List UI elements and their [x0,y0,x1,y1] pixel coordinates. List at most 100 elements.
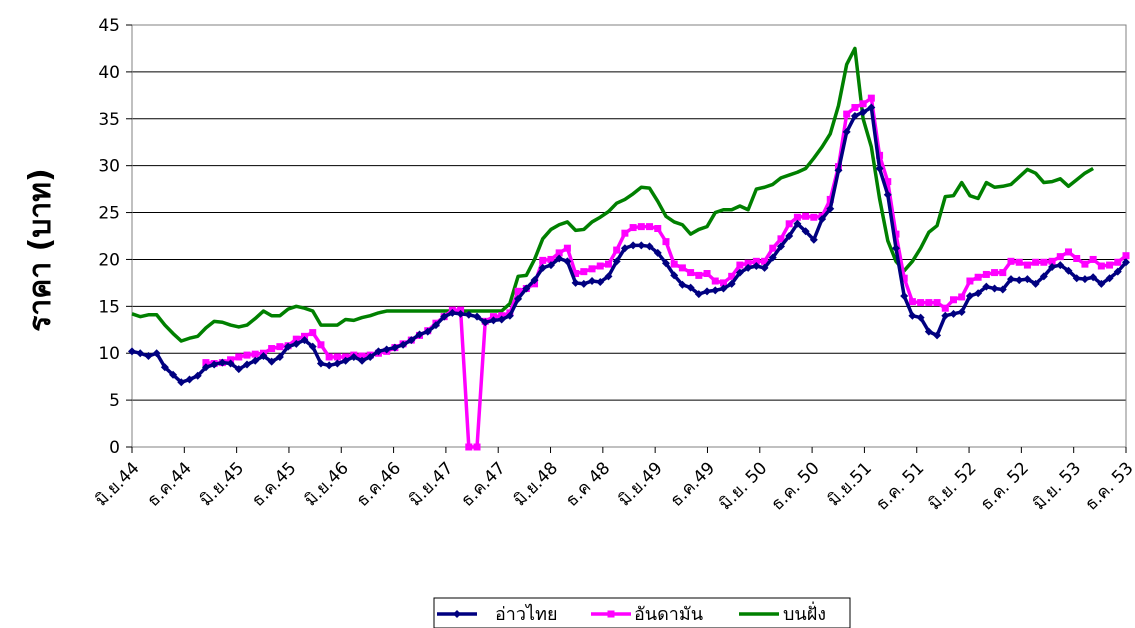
data-point [1040,258,1048,266]
data-point [539,256,547,264]
data-point [390,343,399,352]
data-point [678,280,687,289]
data-point [769,244,777,252]
legend-entry: อันดามัน [591,604,703,625]
data-point [1073,255,1081,263]
data-point [1106,261,1114,269]
data-point [949,309,958,318]
data-point [440,312,449,321]
data-point [341,356,350,365]
y-axis-ticks: 0 5 10 15 20 25 30 35 40 45 [98,16,132,458]
data-point [325,361,334,370]
data-point [768,253,777,262]
data-point [752,257,760,265]
data-point [695,271,703,279]
data-point [957,307,966,316]
data-point [629,241,638,250]
data-point [859,108,868,117]
data-point [637,241,646,250]
data-point [259,352,268,361]
data-point [884,178,892,186]
data-point [941,304,949,312]
data-point [1015,258,1023,266]
data-point [613,246,621,254]
data-point [505,311,514,320]
data-point [325,353,333,361]
data-point [727,279,736,288]
data-point [201,363,210,372]
data-point [917,299,925,307]
data-point [431,321,440,330]
data-point [974,289,983,298]
data-point [1039,272,1048,281]
data-point [654,224,662,232]
data-point [1048,257,1056,265]
data-point [1080,275,1089,284]
data-point [834,166,843,175]
data-point [991,269,999,277]
data-point [160,363,169,372]
y-tick-label: 45 [98,16,120,36]
data-point [547,255,555,263]
data-point [843,110,851,118]
plot-area-border [131,24,1127,448]
data-point [1048,262,1057,271]
y-tick-label: 10 [98,344,120,364]
data-point [703,270,711,278]
y-tick-label: 35 [98,110,120,130]
data-point [579,279,588,288]
legend-entry: บนฝั่ง [739,601,826,625]
data-point [473,312,482,321]
data-point [275,352,284,361]
data-point [382,345,391,354]
data-point [678,264,686,272]
y-tick-label: 30 [98,157,120,177]
data-point [234,365,243,374]
data-point [333,359,342,368]
data-point [1007,257,1015,265]
data-point [612,257,621,266]
data-point [555,254,564,263]
data-point [1122,252,1130,260]
data-point [891,244,900,253]
data-point [251,350,259,358]
data-point [267,357,276,366]
data-point [793,213,801,221]
data-point [728,272,736,280]
data-point [251,356,260,365]
data-point [621,229,629,237]
data-point [850,111,859,120]
data-point [1122,258,1130,267]
data-point [900,274,908,282]
data-point [604,272,613,281]
legend-label: อ่าวไทย [495,603,558,625]
data-series [128,46,1130,451]
data-point [711,277,719,285]
data-point [892,230,900,238]
data-point [1089,273,1098,282]
data-point [933,331,942,340]
legend-items: อ่าวไทย อันดามัน บนฝั่ง [437,601,826,625]
data-point [646,223,654,231]
data-point [1097,262,1105,270]
data-point [152,349,161,358]
data-point [703,287,712,296]
data-point [358,352,366,360]
data-point [801,227,810,236]
data-point [851,104,859,112]
data-point [572,270,580,278]
data-point [999,269,1007,277]
data-point [1105,274,1114,283]
data-point [366,352,375,361]
data-point [1006,275,1015,284]
data-point [719,284,728,293]
data-point [136,349,145,358]
data-point [284,342,293,351]
data-point [571,278,580,287]
data-point [292,339,301,348]
data-point [900,292,909,301]
y-tick-label: 5 [109,391,120,411]
data-point [596,277,605,286]
data-point [875,164,884,173]
data-point [883,190,892,199]
